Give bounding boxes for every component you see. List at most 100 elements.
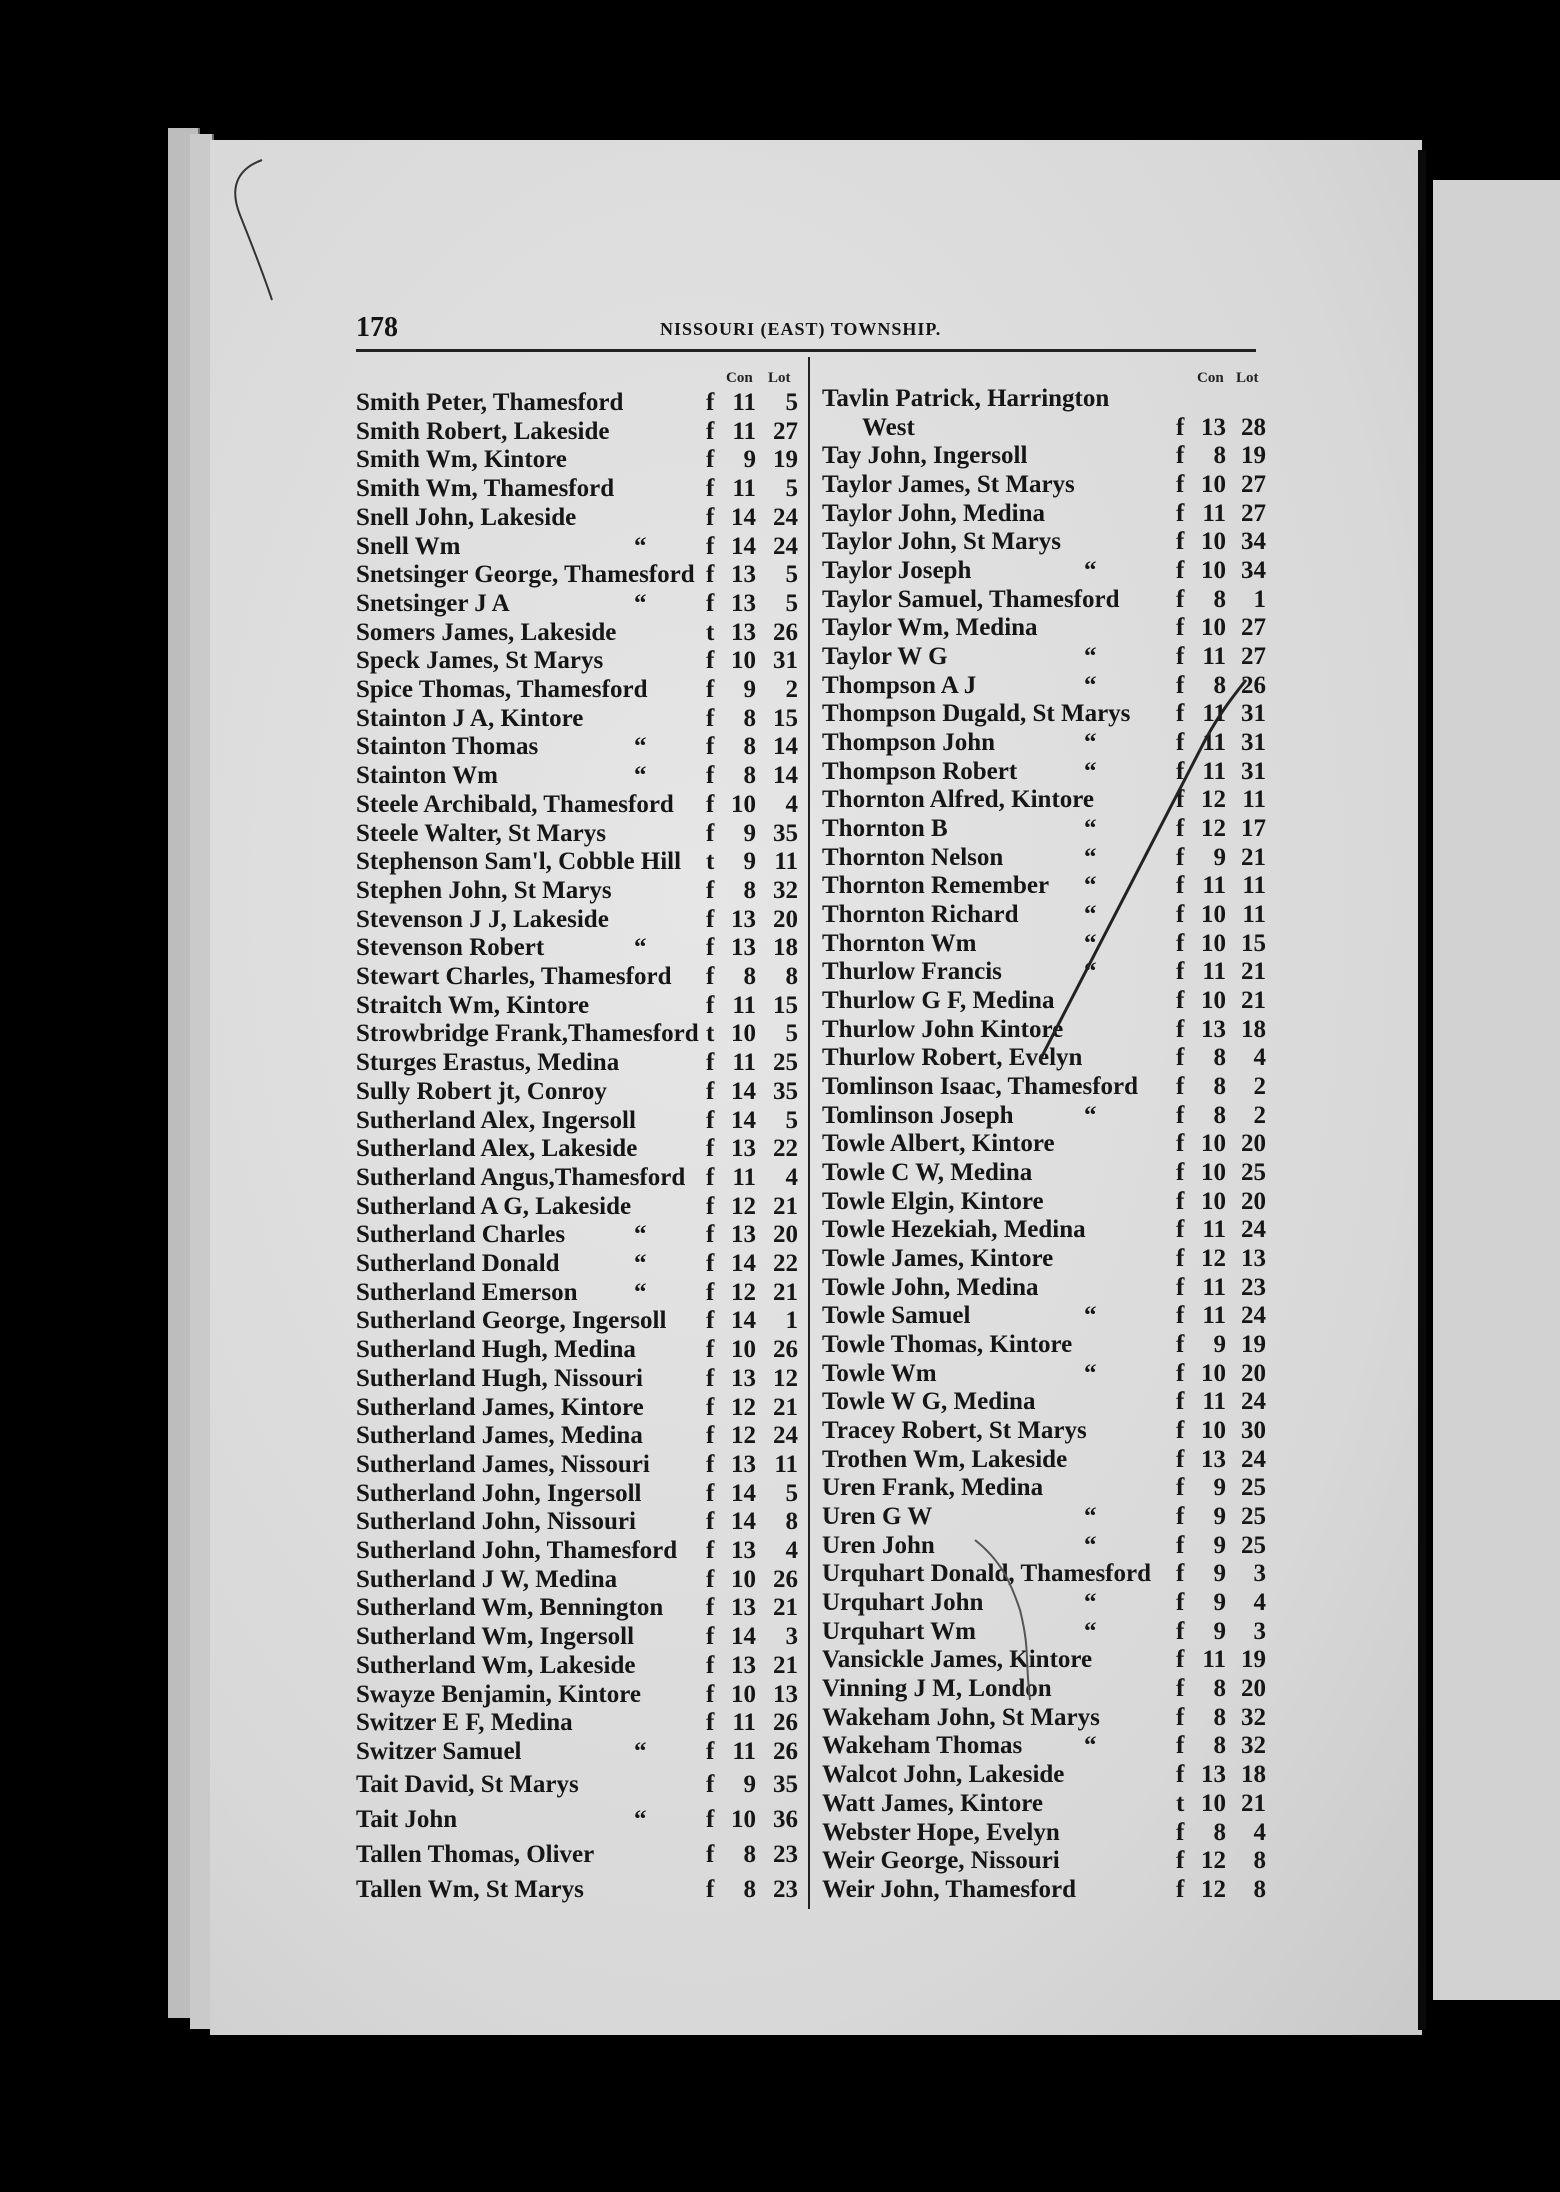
entry-name: Sutherland Charles (356, 1221, 566, 1249)
concession-number: 10 (1201, 929, 1226, 957)
tenure-code: t (706, 848, 715, 876)
entry-name: Vansickle James, Kintore (822, 1646, 1093, 1674)
concession-number: 11 (1202, 729, 1226, 757)
tenure-code: f (706, 762, 715, 790)
lot-number: 22 (773, 1250, 798, 1277)
lot-number: 18 (773, 934, 798, 962)
lot-number: 19 (773, 446, 798, 474)
entry-name: Stephen John, St Marys (356, 876, 612, 904)
directory-entry: Sutherland Alex, Lakeside f 13 22 (356, 1135, 798, 1163)
concession-number: 10 (731, 790, 756, 818)
lot-number: 15 (1241, 929, 1266, 957)
tenure-code: f (1176, 786, 1185, 814)
lot-number: 8 (1253, 1875, 1267, 1903)
concession-number: 10 (731, 1680, 756, 1708)
directory-entry: Thurlow Francis “ f 11 21 (822, 958, 1266, 986)
directory-entry: Thompson John “ f 11 31 (822, 729, 1266, 757)
tenure-code: f (1176, 643, 1185, 671)
entry-name: West (862, 413, 915, 441)
entry-name: Webster Hope, Evelyn (822, 1818, 1060, 1846)
concession-number: 10 (1201, 1130, 1226, 1158)
document-page (210, 140, 1422, 2035)
entry-name: Sutherland Hugh, Medina (356, 1336, 636, 1364)
lot-number: 21 (1241, 843, 1266, 871)
page-number: 178 (356, 312, 398, 343)
concession-number: 11 (732, 1049, 756, 1077)
directory-entry: Thornton Wm “ f 10 15 (822, 930, 1266, 958)
ditto-mark: “ (1084, 757, 1097, 785)
directory-entry: Tracey Robert, St Marys f 10 30 (822, 1417, 1266, 1445)
lot-number: 5 (785, 561, 799, 589)
entry-name: Taylor James, St Marys (822, 471, 1075, 498)
directory-entry: Straitch Wm, Kintore f 11 15 (356, 992, 798, 1020)
concession-number: 12 (1201, 815, 1226, 843)
tenure-code: f (706, 1336, 715, 1364)
entry-name: Tallen Thomas, Oliver (356, 1841, 595, 1868)
entry-name: Taylor Wm, Medina (822, 614, 1038, 642)
lot-number: 27 (1241, 643, 1266, 671)
entry-name: Straitch Wm, Kintore (356, 991, 590, 1019)
tenure-code: f (706, 1508, 715, 1536)
tenure-code: f (1176, 442, 1185, 470)
concession-number: 10 (1201, 471, 1226, 498)
tenure-code: f (1176, 1875, 1185, 1903)
directory-entry: Towle Albert, Kintore f 10 20 (822, 1130, 1266, 1158)
directory-entry: Switzer Samuel “ f 11 26 (356, 1738, 798, 1766)
lot-number: 1 (1253, 585, 1267, 613)
tenure-code: f (1176, 1531, 1185, 1559)
entry-name: Somers James, Lakeside (356, 618, 617, 646)
directory-entry: Taylor John, Medina f 11 27 (822, 500, 1266, 528)
entry-name: Sutherland Angus,Thamesford (356, 1163, 686, 1191)
entry-name: Switzer Samuel (356, 1737, 522, 1765)
entry-name: Spice Thomas, Thamesford (356, 676, 648, 703)
concession-number: 10 (1201, 557, 1226, 585)
lot-number: 26 (773, 1336, 798, 1364)
entry-name: Sutherland John, Thamesford (356, 1537, 678, 1564)
concession-number: 13 (731, 589, 756, 617)
lot-number: 32 (1241, 1732, 1266, 1760)
right-con-header: Con (1197, 370, 1224, 386)
entry-name: Walcot John, Lakeside (822, 1761, 1065, 1789)
tenure-code: f (706, 1364, 715, 1392)
directory-entry: West f 13 28 (822, 414, 1266, 442)
concession-number: 14 (731, 532, 756, 560)
entry-name: Urquhart Donald, Thamesford (822, 1560, 1151, 1588)
tenure-code: f (706, 589, 715, 617)
lot-number: 26 (1241, 671, 1266, 699)
ditto-mark: “ (1084, 815, 1097, 843)
lot-number: 3 (1253, 1617, 1267, 1645)
concession-number: 11 (1202, 1302, 1226, 1330)
entry-name: Sutherland George, Ingersoll (356, 1307, 667, 1335)
entry-name: Snell John, Lakeside (356, 503, 577, 531)
entry-name: Towle Samuel (822, 1302, 971, 1330)
directory-entry: Stainton Wm “ f 8 14 (356, 762, 798, 790)
concession-number: 10 (1201, 1417, 1226, 1445)
tenure-code: f (706, 1422, 715, 1450)
entry-name: Smith Wm, Kintore (356, 446, 567, 474)
tenure-code: f (706, 475, 715, 503)
entry-name: Urquhart John (822, 1589, 984, 1617)
directory-entry: Uren John “ f 9 25 (822, 1532, 1266, 1560)
lot-number: 18 (1241, 1761, 1266, 1789)
concession-number: 11 (1202, 643, 1226, 671)
lot-number: 20 (1241, 1130, 1266, 1158)
lot-number: 24 (1241, 1302, 1266, 1330)
directory-entry: Snell Wm “ f 14 24 (356, 533, 798, 561)
entry-name: Stevenson Robert (356, 934, 545, 962)
tenure-code: f (1176, 671, 1185, 699)
directory-entry: Tait David, St Marys f 9 35 (356, 1771, 798, 1799)
directory-entry: Towle Samuel “ f 11 24 (822, 1302, 1266, 1330)
directory-entry: Switzer E F, Medina f 11 26 (356, 1709, 798, 1737)
lot-number: 21 (773, 1651, 798, 1679)
entry-name: Snetsinger George, Thamesford (356, 561, 695, 589)
tenure-code: f (1176, 1073, 1185, 1101)
tenure-code: f (706, 676, 715, 703)
lot-number: 21 (773, 1594, 798, 1622)
concession-number: 9 (1213, 1589, 1227, 1617)
ditto-mark: “ (1084, 1503, 1097, 1531)
entry-name: Tallen Wm, St Marys (356, 1876, 584, 1903)
lot-number: 21 (773, 1278, 798, 1306)
lot-number: 24 (773, 1422, 798, 1450)
entry-name: Watt James, Kintore (822, 1789, 1044, 1817)
tenure-code: t (706, 618, 715, 646)
